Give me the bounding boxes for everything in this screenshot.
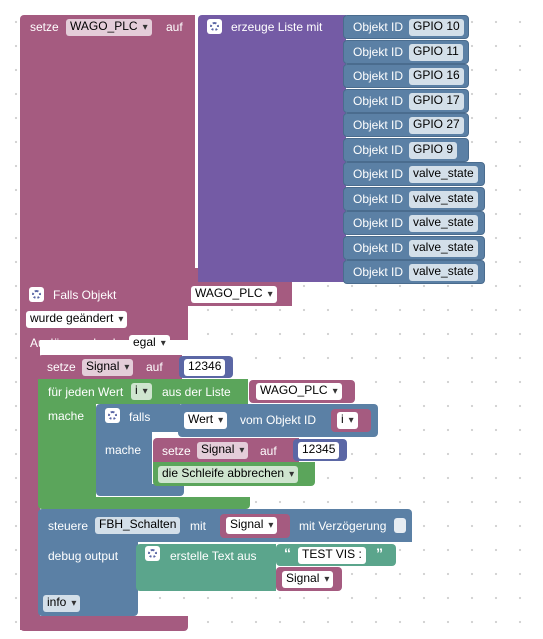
if-label: falls — [129, 410, 151, 424]
quote-open-icon: “ — [284, 545, 291, 561]
if-do-label: mache — [105, 443, 142, 457]
gear-icon[interactable] — [145, 546, 160, 561]
object-id-label: Objekt ID — [353, 118, 404, 132]
object-id-label: Objekt ID — [353, 241, 404, 255]
trigger-bottom — [20, 616, 188, 631]
object-id-field[interactable]: GPIO 17 — [409, 93, 464, 110]
object-var-dropdown[interactable]: i — [337, 412, 358, 429]
trigger-spine — [20, 340, 40, 630]
foreach-bottom — [38, 497, 250, 509]
object-id-label: Objekt ID — [353, 69, 404, 83]
object-id-field[interactable]: GPIO 9 — [409, 142, 458, 159]
text-var-dropdown[interactable]: Signal — [282, 571, 334, 588]
object-id-label: Objekt ID — [353, 20, 404, 34]
if-bottom — [96, 484, 184, 496]
cause-dropdown[interactable]: egal — [129, 335, 170, 352]
inner-variable-dropdown[interactable]: Signal — [197, 442, 249, 459]
create-list-label: erzeuge Liste mit — [231, 20, 323, 34]
create-list-block[interactable] — [198, 15, 346, 282]
variable-dropdown-signal[interactable]: Signal — [82, 359, 134, 376]
debug-level-dropdown[interactable]: info — [43, 595, 81, 612]
debug-label: debug output — [48, 549, 119, 563]
condition-label: vom Objekt ID — [240, 413, 317, 427]
foreach-do-label: mache — [48, 409, 85, 423]
object-id-label: Objekt ID — [353, 94, 404, 108]
control-target-field[interactable]: FBH_Schalten — [95, 517, 181, 534]
object-id-label: Objekt ID — [353, 216, 404, 230]
object-id-label: Objekt ID — [353, 143, 404, 157]
object-id-field[interactable]: valve_state — [409, 264, 478, 281]
object-id-field[interactable]: GPIO 27 — [409, 117, 464, 134]
gear-icon[interactable] — [105, 408, 120, 423]
object-id-label: Objekt ID — [353, 192, 404, 206]
control-label: steuere — [48, 519, 89, 533]
foreach-middle-label: aus der Liste — [162, 385, 231, 399]
number-input[interactable]: 12345 — [298, 442, 340, 459]
trigger-condition-dropdown[interactable]: wurde geändert — [26, 311, 128, 328]
control-value-dropdown[interactable]: Signal — [226, 517, 278, 534]
auf-label: auf — [260, 444, 277, 458]
set-variable-block-wago[interactable] — [20, 15, 195, 283]
break-loop-dropdown[interactable]: die Schleife abbrechen — [158, 466, 299, 483]
object-id-field[interactable]: valve_state — [409, 240, 478, 257]
auf-label: auf — [146, 360, 163, 374]
object-id-field[interactable]: GPIO 16 — [409, 68, 464, 85]
create-text-label: erstelle Text aus — [170, 549, 257, 563]
set-label: setze — [47, 360, 76, 374]
auf-label: auf — [166, 20, 183, 34]
object-id-field[interactable]: valve_state — [409, 191, 478, 208]
quote-close-icon: ” — [376, 545, 383, 561]
variable-dropdown-wago[interactable]: WAGO_PLC — [66, 19, 152, 36]
text-string-field[interactable]: TEST VIS : — [298, 547, 366, 564]
foreach-var-dropdown[interactable]: i — [131, 383, 152, 400]
object-id-field[interactable]: valve_state — [409, 215, 478, 232]
trigger-title: Falls Objekt — [53, 288, 117, 302]
value-dropdown[interactable]: Wert — [184, 412, 228, 429]
gear-icon[interactable] — [29, 287, 44, 302]
delay-label: mit Verzögerung — [299, 519, 387, 533]
trigger-object-dropdown[interactable]: WAGO_PLC — [191, 286, 277, 303]
set-label: setze — [162, 444, 191, 458]
cause-label: Auslösung durch — [30, 336, 120, 350]
set-label: setze — [30, 20, 59, 34]
object-id-field[interactable]: GPIO 10 — [409, 19, 464, 36]
foreach-spine — [38, 404, 96, 500]
control-with-label: mit — [190, 519, 206, 533]
object-id-field[interactable]: valve_state — [409, 166, 478, 183]
object-id-field[interactable]: GPIO 11 — [409, 44, 463, 61]
gear-icon[interactable] — [207, 19, 222, 34]
foreach-label: für jeden Wert — [48, 385, 124, 399]
object-id-label: Objekt ID — [353, 45, 404, 59]
list-variable-dropdown[interactable]: WAGO_PLC — [256, 383, 342, 400]
if-spine — [96, 432, 152, 492]
delay-checkbox[interactable] — [394, 518, 406, 533]
object-id-label: Objekt ID — [353, 265, 404, 279]
object-id-label: Objekt ID — [353, 167, 404, 181]
number-input[interactable]: 12346 — [184, 359, 226, 376]
